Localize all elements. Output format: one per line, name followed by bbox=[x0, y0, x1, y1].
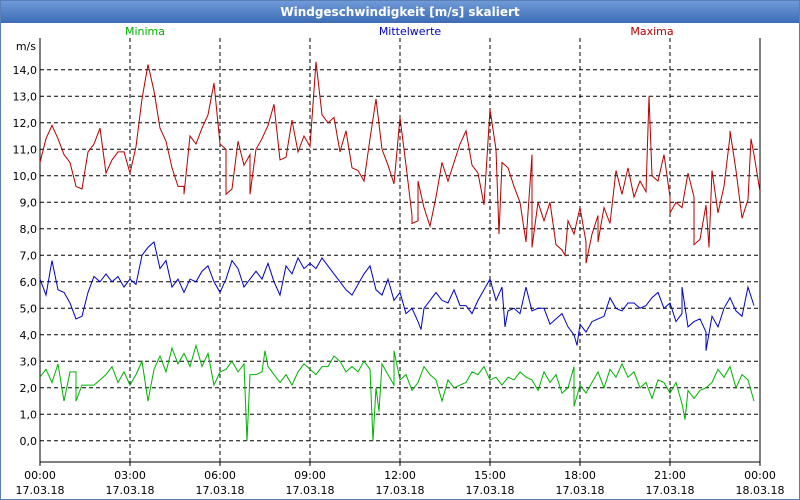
x-tick-date: 17.03.18 bbox=[196, 484, 245, 497]
x-tick-time: 12:00 bbox=[384, 469, 416, 482]
x-tick-date: 17.03.18 bbox=[556, 484, 605, 497]
series-line-mittelwerte bbox=[39, 241, 755, 351]
x-tick-time: 03:00 bbox=[114, 469, 146, 482]
series-line-minima bbox=[39, 343, 755, 441]
y-tick-label: 11,0 bbox=[13, 143, 38, 156]
x-tick-time: 09:00 bbox=[294, 469, 326, 482]
y-axis-unit-label: m/s bbox=[16, 40, 36, 53]
y-tick-label: 12,0 bbox=[13, 117, 38, 130]
x-tick-date: 17.03.18 bbox=[646, 484, 695, 497]
x-tick-date: 17.03.18 bbox=[286, 484, 335, 497]
x-tick-date: 17.03.18 bbox=[466, 484, 515, 497]
y-tick-label: 0,0 bbox=[20, 435, 38, 448]
axes bbox=[39, 38, 761, 466]
x-tick-date: 18.03.18 bbox=[736, 484, 785, 497]
y-tick-label: 4,0 bbox=[20, 329, 38, 342]
legend-minima: Minima bbox=[125, 25, 165, 38]
x-tick-time: 00:00 bbox=[744, 469, 776, 482]
legend-mittelwerte: Mittelwerte bbox=[379, 25, 442, 38]
y-tick-label: 1,0 bbox=[20, 408, 38, 421]
x-tick-time: 21:00 bbox=[654, 469, 686, 482]
y-tick-label: 6,0 bbox=[20, 276, 38, 289]
y-tick-label: 14,0 bbox=[13, 64, 38, 77]
x-tick-time: 06:00 bbox=[204, 469, 236, 482]
y-tick-label: 13,0 bbox=[13, 90, 38, 103]
x-tick-time: 18:00 bbox=[564, 469, 596, 482]
y-tick-label: 2,0 bbox=[20, 382, 38, 395]
x-tick-time: 15:00 bbox=[474, 469, 506, 482]
series-line-maxima bbox=[39, 61, 761, 264]
x-tick-date: 17.03.18 bbox=[16, 484, 65, 497]
y-tick-label: 5,0 bbox=[20, 302, 38, 315]
x-tick-time: 00:00 bbox=[24, 469, 56, 482]
window-title: Windgeschwindigkeit [m/s] skaliert bbox=[1, 1, 799, 23]
y-tick-label: 9,0 bbox=[20, 196, 38, 209]
y-tick-labels: 0,0 1,0 2,0 3,0 4,0 5,0 6,0 7,0 8,0 9,0 10,0 11,0 12… bbox=[13, 64, 38, 448]
y-tick-label: 8,0 bbox=[20, 223, 38, 236]
y-tick-label: 10,0 bbox=[13, 170, 38, 183]
legend-maxima: Maxima bbox=[630, 25, 673, 38]
y-tick-label: 3,0 bbox=[20, 355, 38, 368]
x-tick-labels: 00:00 17.03.18 03:00 17.03.18 06:00 17.03.18 0… bbox=[16, 469, 785, 497]
series-lines bbox=[39, 61, 761, 441]
y-tick-label: 7,0 bbox=[20, 249, 38, 262]
x-tick-date: 17.03.18 bbox=[106, 484, 155, 497]
x-tick-date: 17.03.18 bbox=[376, 484, 425, 497]
grid bbox=[40, 38, 760, 462]
